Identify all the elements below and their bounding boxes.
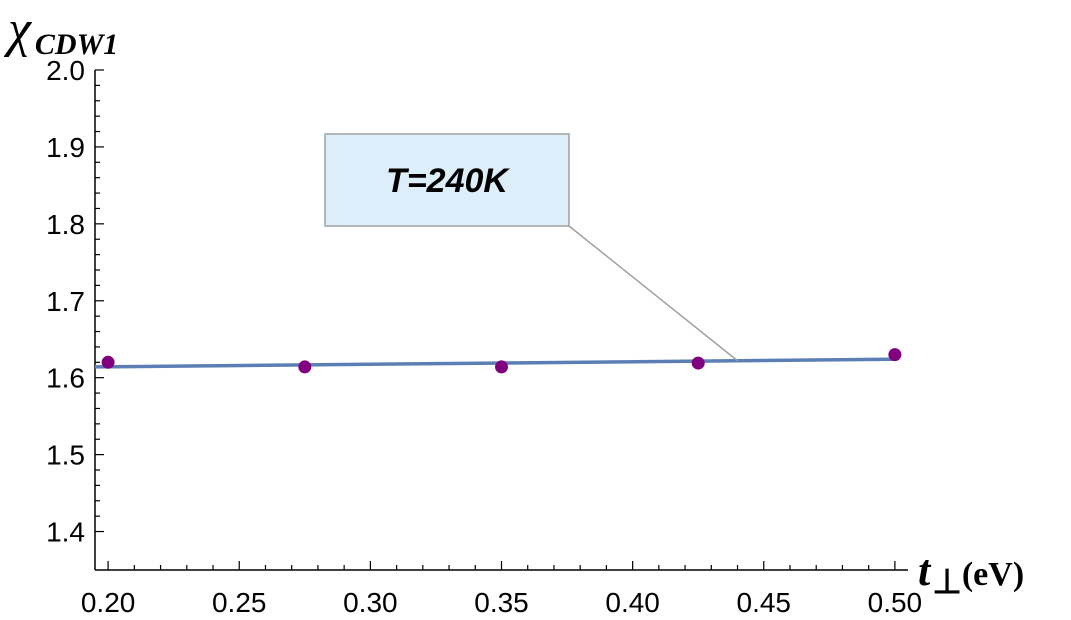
x-axis-label-unit: (eV) bbox=[962, 556, 1024, 593]
y-axis: 1.4 1.5 1.6 1.7 1.8 1.9 2.0 χ CDW1 bbox=[3, 1, 118, 570]
y-axis-label: χ CDW1 bbox=[3, 1, 118, 61]
y-axis-label-subscript: CDW1 bbox=[35, 28, 118, 61]
x-axis-label-symbol: t bbox=[918, 546, 932, 595]
data-point bbox=[888, 348, 902, 362]
x-tick-label: 0.20 bbox=[81, 587, 136, 618]
data-point bbox=[691, 356, 705, 370]
annotation: T=240K bbox=[324, 133, 739, 362]
y-tick-label: 1.5 bbox=[46, 440, 85, 471]
data-point bbox=[495, 360, 508, 374]
fit-line bbox=[94, 357, 895, 369]
annotation-leader-line bbox=[568, 225, 739, 362]
x-tick-label: 0.50 bbox=[868, 587, 923, 618]
plot-area bbox=[94, 348, 902, 374]
x-tick-label: 0.25 bbox=[212, 587, 267, 618]
y-axis-label-symbol: χ bbox=[3, 1, 32, 58]
x-axis-label: t⊥(eV) bbox=[918, 546, 1024, 601]
data-points bbox=[101, 348, 902, 374]
x-tick-label: 0.30 bbox=[343, 587, 398, 618]
x-tick-label: 0.40 bbox=[605, 587, 660, 618]
y-tick-label: 1.9 bbox=[46, 132, 85, 163]
annotation-box bbox=[324, 133, 570, 227]
y-tick-label: 1.4 bbox=[46, 517, 85, 548]
y-tick-label: 1.8 bbox=[46, 209, 85, 240]
x-axis: 0.20 0.25 0.30 0.35 0.40 0.45 0.50 t⊥(eV) bbox=[81, 546, 1024, 618]
y-tick-label: 1.7 bbox=[46, 286, 85, 317]
x-tick-label: 0.35 bbox=[474, 587, 529, 618]
x-ticks: 0.20 0.25 0.30 0.35 0.40 0.45 0.50 bbox=[81, 561, 922, 618]
y-tick-label: 1.6 bbox=[46, 363, 85, 394]
x-axis-label-subscript: ⊥ bbox=[932, 564, 962, 601]
annotation-text: T=240K bbox=[386, 162, 510, 200]
data-point bbox=[101, 355, 115, 369]
y-tick-label: 2.0 bbox=[46, 55, 85, 86]
y-ticks: 1.4 1.5 1.6 1.7 1.8 1.9 2.0 bbox=[46, 55, 104, 548]
data-point bbox=[298, 360, 312, 374]
x-tick-label: 0.45 bbox=[737, 587, 792, 618]
